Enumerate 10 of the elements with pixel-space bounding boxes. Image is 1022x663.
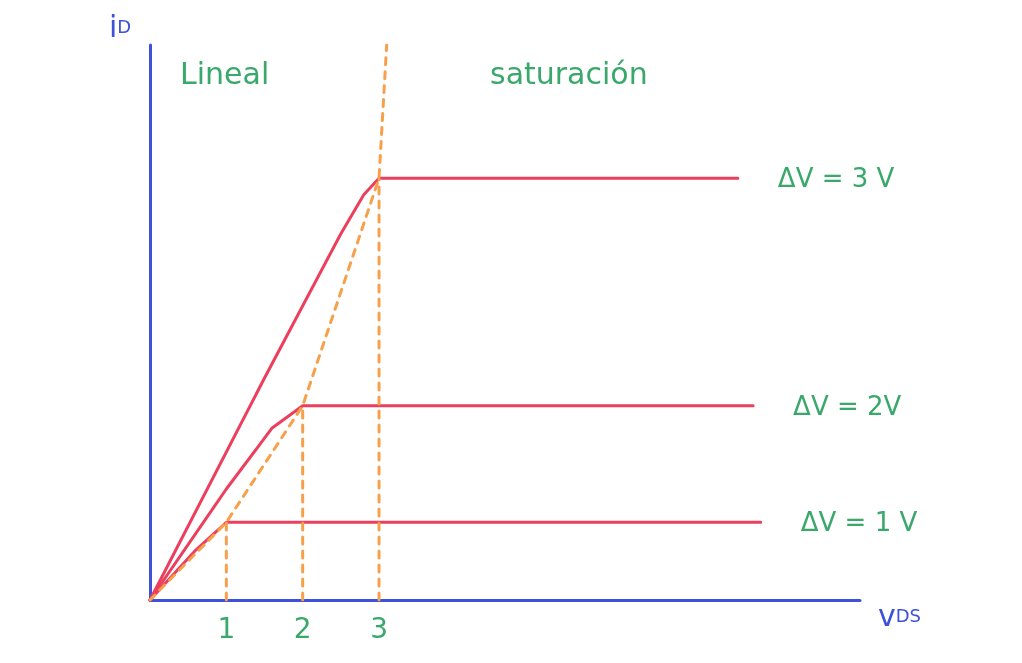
- annotation: Lineal: [180, 55, 270, 91]
- x-tick-label: 3: [370, 611, 388, 645]
- x-tick-label: 1: [217, 611, 236, 645]
- x-tick-label: 2: [293, 611, 312, 645]
- y-axis-title: iD: [108, 8, 132, 44]
- series-label: ΔV = 3 V: [777, 163, 895, 194]
- annotation: saturación: [490, 55, 648, 91]
- series-label: ΔV = 2V: [793, 390, 902, 421]
- x-axis-title: vDS: [878, 597, 922, 633]
- series-label: ΔV = 1 V: [800, 507, 918, 538]
